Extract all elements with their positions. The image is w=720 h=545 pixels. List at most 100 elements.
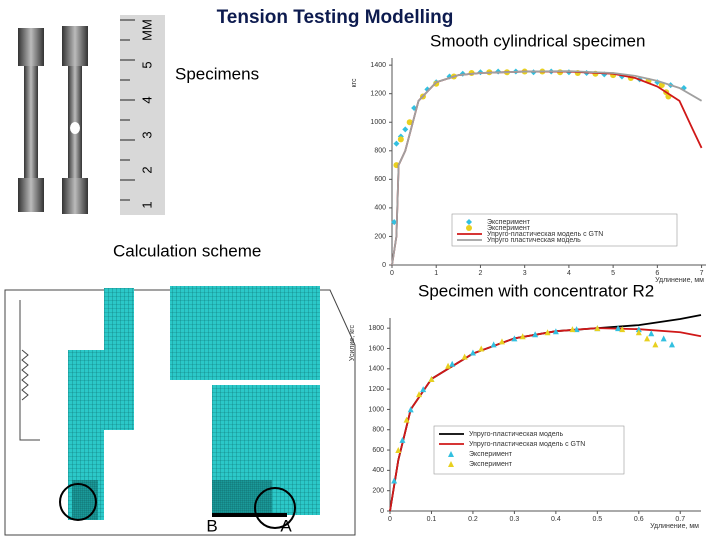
legend-label: Упруго-пластическая модель с GTN	[469, 441, 585, 448]
data-point	[402, 126, 409, 133]
y-tick-label: 0	[382, 262, 386, 269]
legend-swatch	[448, 451, 454, 457]
legend-swatch	[466, 225, 472, 231]
data-point	[406, 119, 413, 126]
x-tick-label: 0.5	[592, 516, 602, 523]
x-tick-label: 0.6	[634, 516, 644, 523]
legend-label: Эксперимент	[469, 461, 513, 468]
legend-label: Упруго-пластическая модель	[469, 431, 564, 438]
data-point	[619, 326, 626, 333]
data-point	[511, 335, 518, 342]
section-label: Smooth cylindrical specimen	[430, 31, 645, 50]
data-point	[403, 416, 410, 423]
legend-swatch	[466, 219, 472, 225]
plot-area	[370, 310, 709, 521]
data-point	[407, 406, 414, 413]
ruler-label: 1	[139, 201, 154, 208]
calculation-scheme	[4, 286, 356, 536]
legend	[451, 213, 678, 247]
section-label: Calculation scheme	[113, 241, 261, 260]
data-point	[393, 140, 400, 147]
ruler-label: 5	[139, 61, 154, 68]
legend-label: Эксперимент	[487, 225, 531, 232]
y-axis-label: кгс	[351, 78, 358, 87]
ruler-label: 4	[139, 96, 154, 103]
mesh-label: A	[280, 516, 292, 535]
data-point	[397, 136, 404, 143]
data-point	[498, 338, 505, 345]
data-point	[391, 219, 398, 226]
y-tick-label: 800	[374, 148, 386, 155]
data-point	[428, 375, 435, 382]
ruler-label: 3	[139, 131, 154, 138]
legend-label: Упруго пластическая модель	[487, 237, 581, 244]
data-point	[648, 330, 655, 337]
x-tick-label: 3	[523, 270, 527, 277]
data-point	[532, 331, 539, 338]
legend	[433, 425, 625, 475]
y-tick-label: 1400	[370, 62, 386, 69]
data-point	[395, 447, 402, 454]
ruler-label: MM	[139, 19, 154, 41]
x-tick-label: 0.3	[510, 516, 520, 523]
x-tick-label: 4	[567, 270, 571, 277]
y-tick-label: 600	[374, 176, 386, 183]
data-point	[644, 335, 651, 342]
data-point	[635, 329, 642, 336]
legend-swatch	[448, 461, 454, 467]
data-line	[391, 70, 703, 266]
data-point	[668, 341, 675, 348]
data-point	[519, 333, 526, 340]
y-tick-label: 400	[372, 467, 384, 474]
data-point	[420, 386, 427, 393]
y-tick-label: 1400	[368, 366, 384, 373]
y-tick-label: 200	[374, 233, 386, 240]
data-point	[416, 391, 423, 398]
data-point	[552, 328, 559, 335]
specimen-photo	[12, 15, 165, 215]
x-tick-label: 5	[611, 270, 615, 277]
x-tick-label: 1	[434, 270, 438, 277]
x-tick-label: 0.1	[427, 516, 437, 523]
x-axis-label: Удлинение, мм	[655, 277, 704, 284]
y-axis-label: Усилие, кгс	[349, 324, 356, 361]
legend-label: Эксперимент	[469, 451, 513, 458]
data-point	[478, 345, 485, 352]
data-point	[615, 325, 622, 332]
y-tick-label: 1000	[368, 406, 384, 413]
data-point	[461, 353, 468, 360]
data-point	[660, 335, 667, 342]
y-tick-label: 1200	[368, 386, 384, 393]
slide-title: Tension Testing Modelling	[217, 7, 454, 28]
y-tick-label: 1800	[368, 325, 384, 332]
x-tick-label: 6	[655, 270, 659, 277]
legend-label: Упруго-пластическая модель с GTN	[487, 231, 603, 238]
y-tick-label: 600	[372, 447, 384, 454]
legend-label: Эксперимент	[487, 219, 531, 226]
y-tick-label: 1600	[368, 345, 384, 352]
data-point	[391, 477, 398, 484]
x-tick-label: 7	[700, 270, 704, 277]
x-tick-label: 0.4	[551, 516, 561, 523]
data-point	[635, 326, 642, 333]
y-tick-label: 800	[372, 427, 384, 434]
data-point	[399, 436, 406, 443]
x-tick-label: 0	[390, 270, 394, 277]
data-point	[569, 326, 576, 333]
data-point	[573, 326, 580, 333]
ruler-label: 2	[139, 166, 154, 173]
x-tick-label: 0.7	[675, 516, 685, 523]
section-label: Specimens	[175, 64, 259, 83]
y-tick-label: 1000	[370, 119, 386, 126]
y-tick-label: 400	[374, 205, 386, 212]
mesh-label: B	[206, 516, 217, 535]
y-tick-label: 0	[380, 508, 384, 515]
x-tick-label: 0	[388, 516, 392, 523]
data-point	[469, 349, 476, 356]
data-point	[594, 325, 601, 332]
data-point	[449, 360, 456, 367]
x-axis-label: Удлинение, мм	[650, 523, 699, 530]
y-tick-label: 1200	[370, 91, 386, 98]
x-tick-label: 0.2	[468, 516, 478, 523]
